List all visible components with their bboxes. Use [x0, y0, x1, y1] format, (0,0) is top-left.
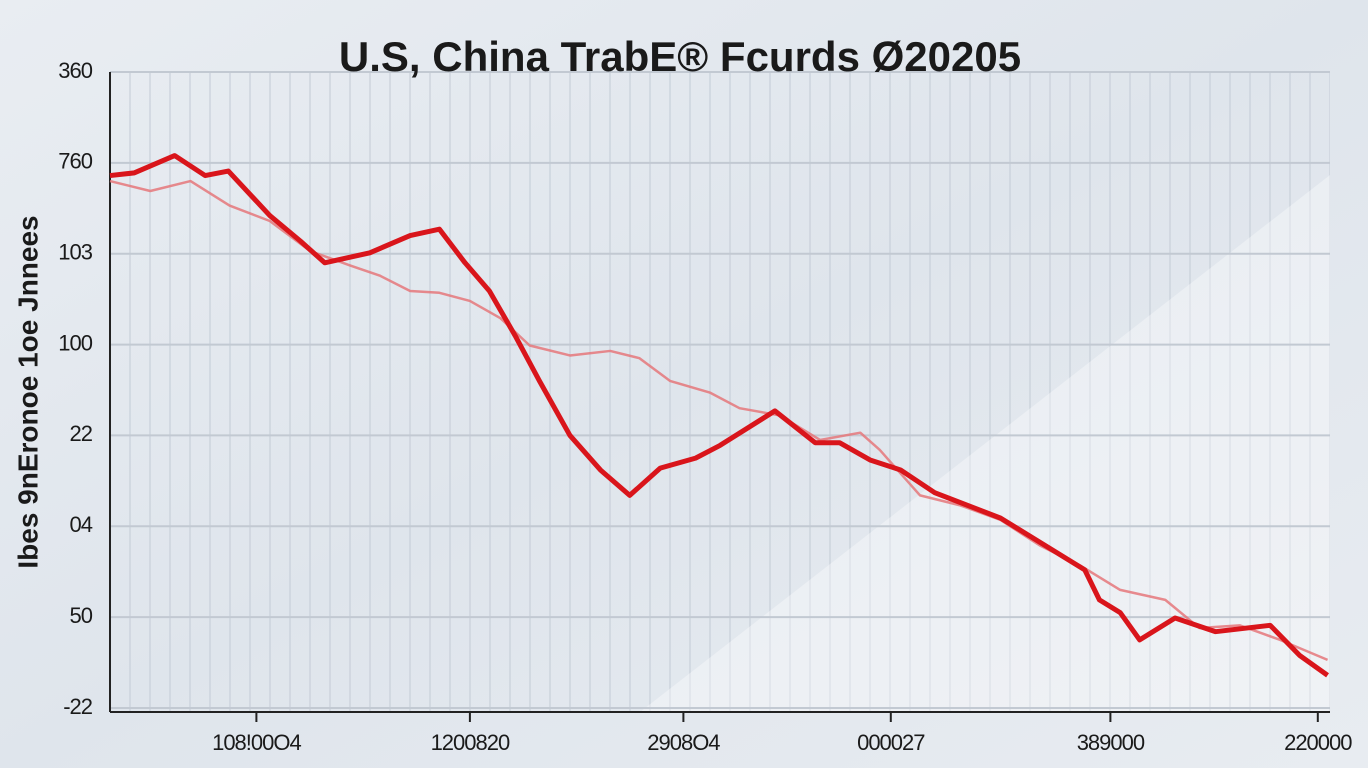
- x-tick-label: 108!00O4: [212, 730, 301, 755]
- line-series: [109, 153, 1330, 678]
- y-tick-label: 100: [58, 330, 92, 355]
- chart-title: U.S, China TrabE® Fcurds Ø20205: [339, 33, 1021, 80]
- y-tick-label: 360: [58, 58, 92, 83]
- vertical-grid: [110, 72, 1330, 712]
- x-tick-label: 220000: [1284, 730, 1352, 755]
- x-tick-label: 000027: [857, 730, 925, 755]
- x-tick-label: 2908O4: [647, 730, 720, 755]
- y-tick-label: 04: [70, 512, 93, 537]
- y-axis-title: Ibes 9nEronoe 1oe Jnnees: [12, 215, 43, 568]
- line-series: [109, 179, 1329, 661]
- y-tick-label: 22: [70, 421, 93, 446]
- y-tick-label: 760: [58, 149, 92, 174]
- highlight: [640, 175, 1330, 712]
- y-tick-label: 103: [58, 240, 92, 265]
- x-tick-label: 389000: [1077, 730, 1145, 755]
- y-tick-label: -22: [63, 694, 93, 719]
- y-tick-label: 50: [70, 603, 93, 628]
- x-tick-label: 1200820: [431, 730, 510, 755]
